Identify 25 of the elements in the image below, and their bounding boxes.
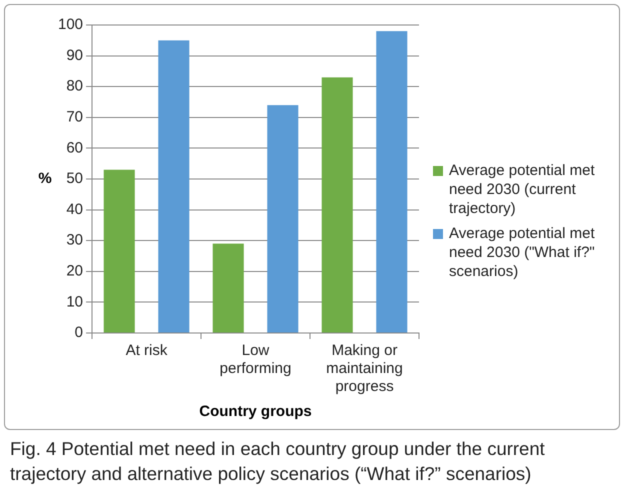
bar — [322, 77, 353, 332]
caption: Fig. 4 Potential met need in each country group under the current trajectory and alternative policy scenarios (“What if?” scenarios) — [10, 437, 546, 486]
legend-label: Average potential met need 2030 (current trajectory) — [449, 161, 596, 218]
bar — [212, 244, 244, 332]
y-tick-label: 0 — [74, 324, 84, 342]
y-tick-label: 40 — [66, 200, 84, 218]
bar — [104, 170, 135, 332]
y-tick-label: 70 — [66, 108, 84, 126]
y-axis-title: % — [38, 170, 52, 188]
y-tick-label: 30 — [66, 232, 84, 249]
x-axis-title: Country groups — [199, 403, 312, 420]
x-tick-label: Making or maintaining progress — [326, 342, 403, 396]
x-tick-label: At risk — [126, 342, 168, 360]
y-tick-label: 100 — [58, 16, 84, 34]
legend-label: Average potential met need 2030 ("What if?" scenarios) — [449, 224, 596, 281]
bar — [376, 31, 408, 332]
y-tick-label: 90 — [66, 46, 84, 64]
bar — [267, 105, 298, 332]
y-tick-label: 20 — [66, 262, 84, 280]
y-tick-label: 80 — [66, 78, 84, 95]
y-tick-label: 10 — [66, 293, 84, 310]
bar — [158, 40, 190, 332]
x-tick-label: Low performing — [220, 342, 292, 378]
y-tick-label: 50 — [66, 170, 84, 188]
y-tick-label: 60 — [66, 139, 84, 156]
